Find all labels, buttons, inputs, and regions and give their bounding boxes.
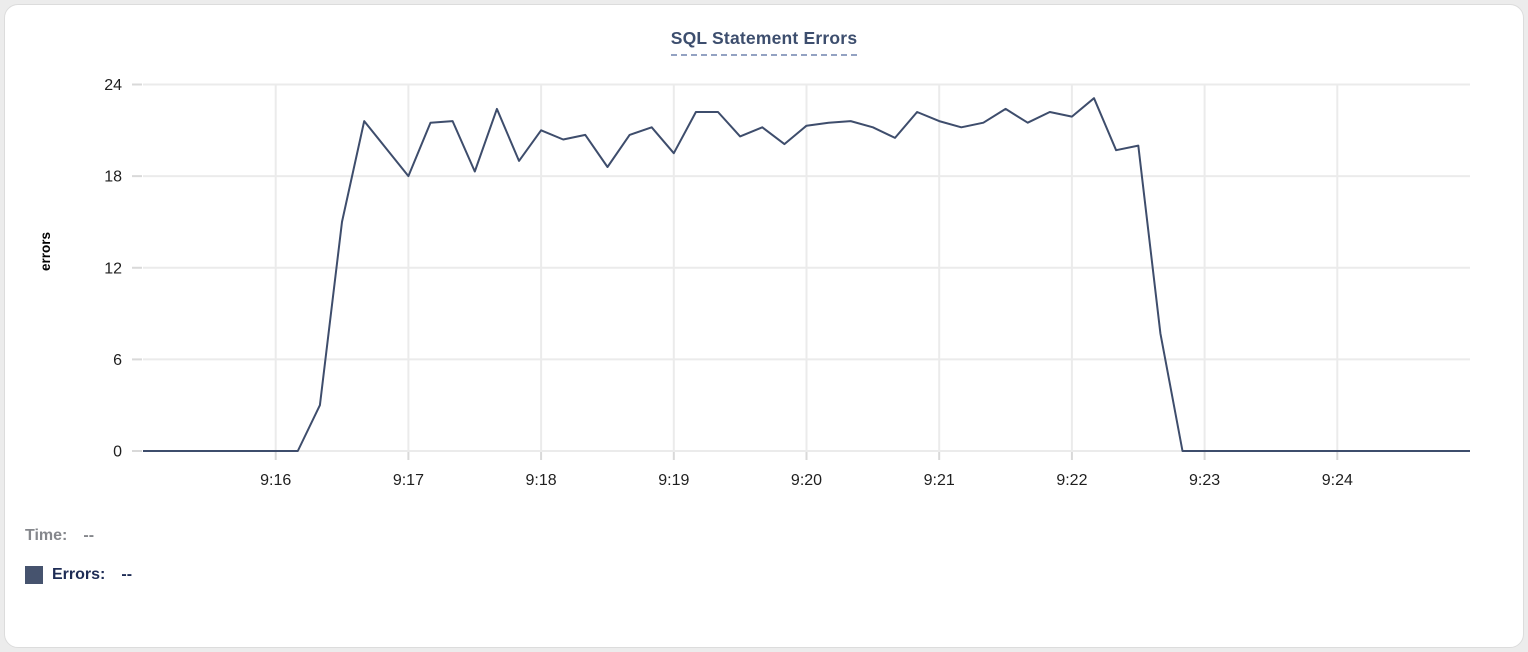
x-tick-label: 9:22 [1056,472,1087,489]
x-tick-label: 9:17 [393,472,424,489]
legend-errors-row: Errors: -- [25,566,132,584]
time-label: Time: [25,527,68,544]
y-tick-label: 6 [113,352,122,369]
errors-series-line [143,97,1470,452]
x-tick-label: 9:19 [658,472,689,489]
x-tick-label: 9:20 [791,472,822,489]
y-tick-label: 12 [104,260,122,277]
x-tick-label: 9:21 [924,472,955,489]
errors-legend-swatch [25,566,43,584]
y-tick-label: 18 [104,169,122,186]
chart-header: SQL Statement Errors [0,28,1528,56]
chart-card [4,4,1524,648]
x-tick-label: 9:24 [1322,472,1353,489]
errors-label: Errors: [52,566,106,583]
x-tick-label: 9:16 [260,472,291,489]
x-tick-label: 9:23 [1189,472,1220,489]
time-value: -- [83,527,95,544]
y-tick-label: 0 [113,444,122,461]
errors-value: -- [121,566,133,583]
y-tick-label: 24 [104,77,122,94]
x-tick-label: 9:18 [526,472,557,489]
chart-title[interactable]: SQL Statement Errors [670,28,858,56]
tooltip-time-row: Time: -- [25,527,94,545]
